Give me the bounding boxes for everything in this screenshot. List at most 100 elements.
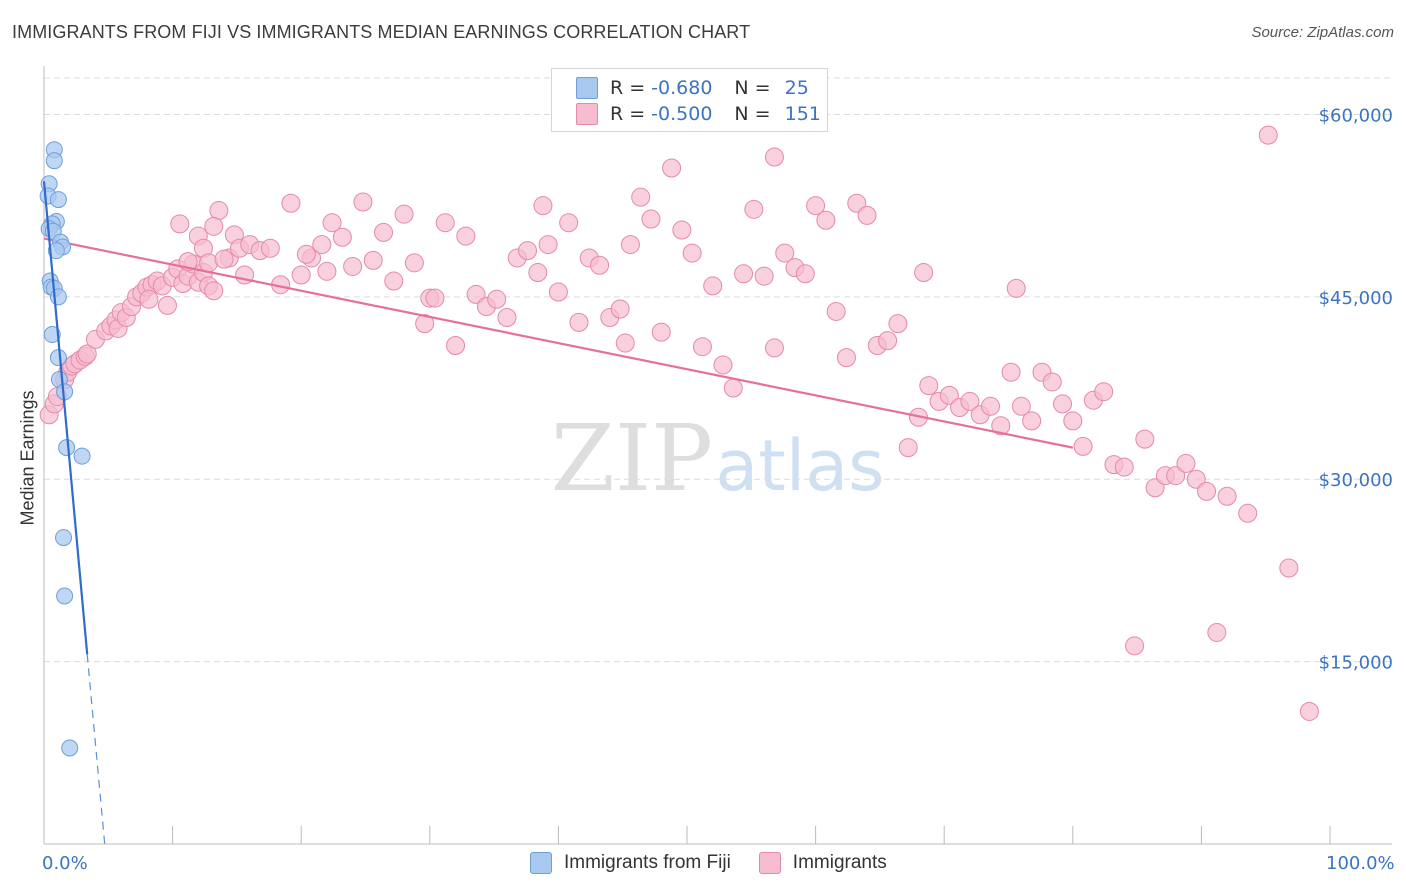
immigrants-point <box>651 322 671 342</box>
immigrants-point <box>1073 436 1093 456</box>
fiji-point <box>45 152 63 170</box>
immigrants-point <box>312 235 332 255</box>
fiji-point <box>55 529 73 547</box>
immigrants-trendline <box>43 237 1074 449</box>
immigrants-point <box>533 196 553 216</box>
series-legend-item-fiji[interactable]: Immigrants from Fiji <box>530 852 731 874</box>
immigrants-point <box>374 222 394 242</box>
immigrants-point <box>764 147 784 167</box>
immigrants-point <box>991 416 1011 436</box>
immigrants-point <box>836 348 856 368</box>
immigrants-point <box>415 314 435 334</box>
immigrants-point <box>610 299 630 319</box>
immigrants-point <box>77 344 97 364</box>
immigrants-point <box>641 209 661 229</box>
immigrants-point <box>631 187 651 207</box>
immigrants-point <box>615 333 635 353</box>
immigrants-point <box>1197 481 1217 501</box>
immigrants-point <box>528 263 548 283</box>
immigrants-point <box>692 337 712 357</box>
stats-legend: R = -0.680 N = 25 R = -0.500 N = 151 <box>551 68 828 132</box>
immigrants-point <box>1135 429 1155 449</box>
immigrants-point <box>1094 382 1114 402</box>
immigrants-point <box>898 438 918 458</box>
y-tick-label: $45,000 <box>1319 288 1393 309</box>
immigrants-point <box>1258 125 1278 145</box>
immigrants-point <box>1006 278 1026 298</box>
immigrants-point <box>764 338 784 358</box>
immigrants-point <box>847 193 867 213</box>
immigrants-point <box>199 253 219 273</box>
immigrants-point <box>435 213 455 233</box>
immigrants-point <box>281 193 301 213</box>
series-swatch-fiji <box>530 852 552 874</box>
immigrants-point <box>204 216 224 236</box>
immigrants-point <box>296 244 316 264</box>
immigrants-point <box>209 201 229 221</box>
immigrants-point <box>518 241 538 261</box>
series-label-fiji: Immigrants from Fiji <box>564 852 731 873</box>
fiji-point <box>49 349 67 367</box>
y-tick-label: $30,000 <box>1319 470 1393 491</box>
immigrants-point <box>322 213 342 233</box>
immigrants-point <box>806 196 826 216</box>
legend-swatch-fiji <box>576 77 598 99</box>
immigrants-point <box>1022 411 1042 431</box>
immigrants-point <box>214 249 234 269</box>
immigrants-point <box>672 220 692 240</box>
fiji-point <box>49 288 67 306</box>
immigrants-point <box>425 288 445 308</box>
legend-r-label: R = <box>610 103 646 125</box>
legend-n-label: N = <box>734 77 771 99</box>
immigrants-point <box>170 214 190 234</box>
y-tick-label: $60,000 <box>1319 105 1393 126</box>
immigrants-point <box>1053 394 1073 414</box>
fiji-point <box>61 739 79 757</box>
fiji-point <box>47 242 65 260</box>
series-legend: Immigrants from Fiji Immigrants <box>530 852 915 874</box>
series-label-immigrants: Immigrants <box>792 852 887 873</box>
legend-row-immigrants: R = -0.500 N = 151 <box>576 101 821 127</box>
x-tick-label-min: 0.0% <box>42 853 88 874</box>
immigrants-point <box>1186 469 1206 489</box>
fiji-point <box>49 191 67 209</box>
immigrants-point <box>497 308 517 328</box>
immigrants-point <box>1001 362 1021 382</box>
immigrants-point <box>332 227 352 247</box>
immigrants-point <box>703 276 723 296</box>
legend-r-label: R = <box>610 77 646 99</box>
immigrants-point <box>1125 636 1145 656</box>
immigrants-point <box>590 255 610 275</box>
legend-n-value: 25 <box>784 77 809 99</box>
immigrants-point <box>682 243 702 263</box>
immigrants-point <box>960 391 980 411</box>
legend-r-value: -0.680 <box>651 77 713 99</box>
immigrants-point <box>384 271 404 291</box>
immigrants-point <box>404 253 424 273</box>
immigrants-point <box>1299 701 1319 721</box>
immigrants-point <box>446 335 466 355</box>
legend-swatch-immigrants <box>576 103 598 125</box>
immigrants-point <box>260 238 280 258</box>
immigrants-point <box>795 264 815 284</box>
immigrants-point <box>1176 453 1196 473</box>
fiji-point <box>56 587 74 605</box>
immigrants-point <box>1042 372 1062 392</box>
series-legend-item-immigrants[interactable]: Immigrants <box>758 852 887 874</box>
source-attribution: Source: ZipAtlas.com <box>1251 24 1394 41</box>
immigrants-point <box>826 301 846 321</box>
legend-r-value: -0.500 <box>651 103 713 125</box>
immigrants-point <box>914 263 934 283</box>
immigrants-point <box>723 378 743 398</box>
y-tick-label: $15,000 <box>1319 653 1393 674</box>
immigrants-point <box>466 284 486 304</box>
immigrants-point <box>878 331 898 351</box>
legend-n-label: N = <box>734 103 771 125</box>
immigrants-point <box>317 261 337 281</box>
immigrants-point <box>1207 622 1227 642</box>
fiji-trendline <box>42 181 89 655</box>
immigrants-point <box>456 226 476 246</box>
immigrants-point <box>291 265 311 285</box>
legend-n-value: 151 <box>784 103 821 125</box>
legend-row-fiji: R = -0.680 N = 25 <box>576 75 809 101</box>
